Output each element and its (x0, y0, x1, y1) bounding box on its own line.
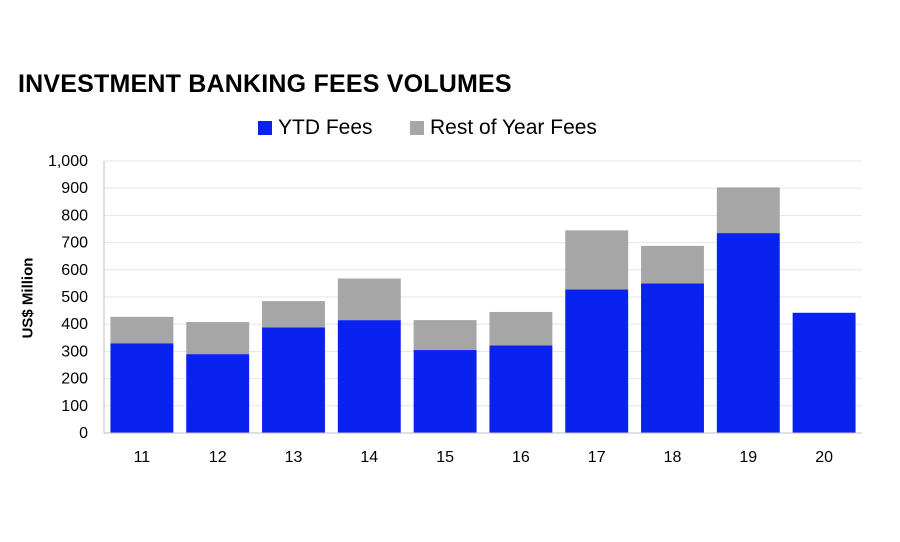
legend: YTD Fees Rest of Year Fees (0, 113, 900, 143)
bar-ytd-fees (489, 345, 553, 433)
x-tick-label: 19 (739, 449, 757, 466)
bar-rest-of-year-fees (565, 230, 629, 290)
x-tick-label: 16 (512, 449, 530, 466)
y-tick-label: 300 (61, 343, 88, 360)
y-tick-label: 200 (61, 371, 88, 388)
chart-title: INVESTMENT BANKING FEES VOLUMES (18, 70, 512, 98)
legend-swatch-rest-of-year (410, 121, 424, 135)
bar-ytd-fees (110, 343, 174, 433)
legend-swatch-ytd (258, 121, 272, 135)
x-tick-label: 15 (436, 449, 454, 466)
x-tick-label: 14 (360, 449, 378, 466)
bar-rest-of-year-fees (489, 311, 553, 346)
y-tick-label: 100 (61, 398, 88, 415)
bar-ytd-fees (262, 327, 325, 433)
y-tick-label: 0 (79, 425, 88, 442)
bar-ytd-fees (792, 312, 856, 433)
legend-label-ytd: YTD Fees (278, 116, 373, 139)
bar-ytd-fees (186, 354, 250, 433)
y-tick-label: 1,000 (48, 153, 88, 170)
legend-item-ytd: YTD Fees (258, 113, 373, 143)
bar-rest-of-year-fees (110, 316, 174, 344)
bar-ytd-fees (337, 320, 401, 433)
y-tick-label: 500 (61, 289, 88, 306)
x-tick-label: 13 (285, 449, 303, 466)
x-tick-label: 20 (815, 449, 833, 466)
x-tick-label: 18 (664, 449, 682, 466)
bar-ytd-fees (413, 350, 477, 433)
y-tick-label: 900 (61, 180, 88, 197)
y-tick-label: 400 (61, 316, 88, 333)
bar-ytd-fees (565, 289, 629, 433)
y-tick-label: 800 (61, 207, 88, 224)
legend-label-rest-of-year: Rest of Year Fees (430, 116, 597, 139)
legend-item-rest-of-year: Rest of Year Fees (410, 113, 597, 143)
bar-rest-of-year-fees (716, 187, 780, 234)
bar-rest-of-year-fees (186, 322, 250, 355)
x-tick-label: 11 (134, 449, 151, 466)
bar-rest-of-year-fees (337, 278, 401, 321)
y-tick-label: 700 (61, 235, 88, 252)
x-tick-label: 12 (209, 449, 227, 466)
bar-rest-of-year-fees (641, 245, 704, 284)
bar-rest-of-year-fees (413, 320, 477, 351)
bar-ytd-fees (716, 233, 780, 433)
y-tick-label: 600 (61, 262, 88, 279)
bar-rest-of-year-fees (262, 301, 325, 328)
bar-ytd-fees (641, 283, 704, 433)
x-tick-label: 17 (588, 449, 606, 466)
